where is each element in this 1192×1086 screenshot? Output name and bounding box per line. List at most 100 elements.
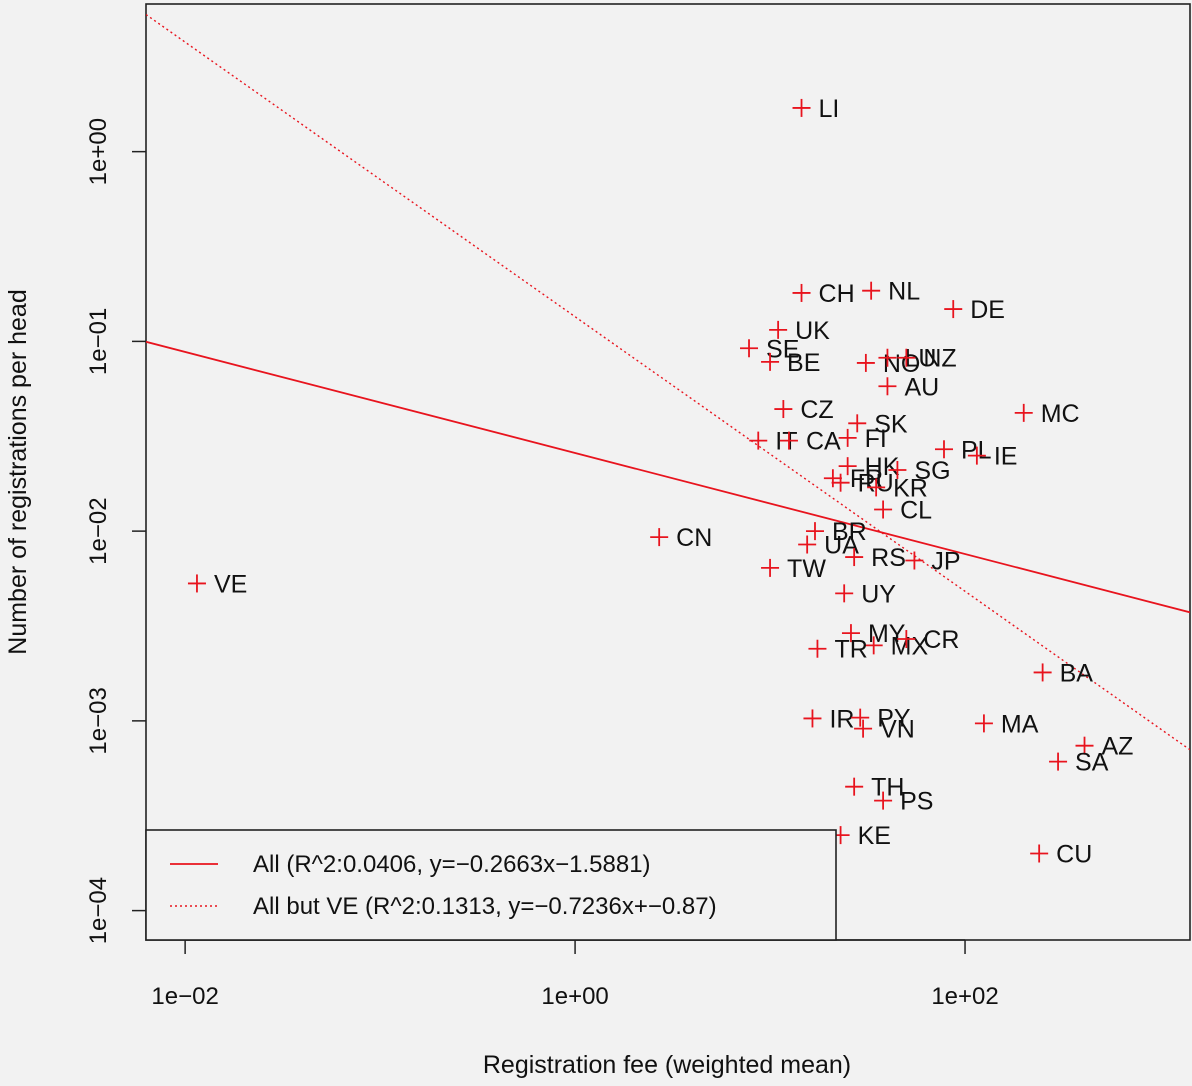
point-label-cr: CR: [923, 626, 959, 654]
data-point-ba: BA: [1033, 659, 1094, 687]
point-label-ke: KE: [858, 822, 891, 850]
point-label-mc: MC: [1041, 400, 1080, 428]
point-label-uy: UY: [861, 580, 896, 608]
point-label-sa: SA: [1075, 749, 1109, 777]
data-point-ch: CH: [792, 280, 855, 308]
x-tick-label: 1e−02: [151, 983, 218, 1010]
data-point-br: BR: [805, 518, 867, 546]
point-label-tr: TR: [834, 636, 867, 664]
point-label-ch: CH: [819, 280, 855, 308]
data-point-it: IT: [749, 428, 797, 456]
x-tick-label: 1e+02: [931, 983, 998, 1010]
data-point-kr: KR: [867, 474, 928, 502]
data-point-cr: CR: [897, 626, 959, 654]
data-point-sk: SK: [848, 410, 908, 438]
data-point-li: LI: [792, 95, 840, 123]
data-point-mc: MC: [1014, 400, 1080, 428]
y-tick-label: 1e+00: [85, 118, 112, 185]
point-label-kr: KR: [893, 474, 928, 502]
point-label-ba: BA: [1060, 659, 1094, 687]
data-point-cz: CZ: [774, 396, 834, 424]
point-label-py: PY: [877, 705, 911, 733]
point-label-li: LI: [819, 95, 840, 123]
x-axis-title: Registration fee (weighted mean): [483, 1051, 851, 1079]
point-label-sk: SK: [874, 410, 908, 438]
point-label-lu: LU: [904, 345, 936, 373]
point-label-vn: VN: [880, 716, 915, 744]
data-point-tr: TR: [808, 636, 868, 664]
data-point-sa: SA: [1049, 749, 1109, 777]
point-label-uk: UK: [795, 317, 830, 345]
point-label-ie: IE: [994, 443, 1018, 471]
data-point-az: AZ: [1075, 733, 1134, 761]
point-label-cn: CN: [676, 524, 712, 552]
data-point-ca: CA: [779, 428, 841, 456]
data-point-py: PY: [851, 705, 911, 733]
point-label-nl: NL: [888, 278, 920, 306]
point-label-ca: CA: [806, 428, 841, 456]
point-label-au: AU: [904, 373, 939, 401]
legend: All (R^2:0.0406, y=−0.2663x−1.5881) All …: [145, 829, 837, 941]
point-label-tw: TW: [787, 555, 826, 583]
data-point-ke: KE: [831, 822, 891, 850]
data-point-ma: MA: [974, 710, 1039, 738]
point-label-cl: CL: [900, 497, 932, 525]
data-point-no: NO: [856, 350, 921, 378]
data-point-fi: FI: [838, 425, 887, 453]
data-point-cu: CU: [1030, 840, 1092, 868]
point-label-hk: HK: [865, 453, 900, 481]
data-point-sg: SG: [888, 457, 951, 485]
point-label-se: SE: [766, 335, 799, 363]
y-tick-label: 1e−02: [85, 497, 112, 564]
data-point-ru: RU: [831, 470, 894, 498]
data-point-ve: VE: [187, 570, 247, 598]
point-label-ir: IR: [829, 705, 854, 733]
legend-box: [145, 829, 837, 941]
point-label-th: TH: [871, 774, 904, 802]
data-point-th: TH: [845, 774, 904, 802]
point-label-jp: JP: [931, 548, 960, 576]
regression-line-solid: [146, 340, 1190, 614]
data-point-uy: UY: [835, 580, 896, 608]
point-label-be: BE: [787, 349, 820, 377]
data-point-uk: UK: [769, 317, 830, 345]
y-tick-label: 1e−04: [85, 877, 112, 944]
data-point-cn: CN: [650, 524, 712, 552]
y-axis-title: Number of registrations per head: [4, 289, 32, 654]
data-point-be: BE: [761, 349, 820, 377]
point-label-ps: PS: [900, 788, 933, 816]
data-point-tw: TW: [761, 555, 826, 583]
legend-entry-all: All (R^2:0.0406, y=−0.2663x−1.5881): [253, 851, 651, 878]
point-label-fr: FR: [850, 465, 883, 493]
data-point-lu: LU: [878, 345, 936, 373]
point-label-ma: MA: [1001, 710, 1039, 738]
data-point-ie: IE: [967, 443, 1018, 471]
point-label-az: AZ: [1102, 733, 1134, 761]
point-label-no: NO: [883, 350, 921, 378]
data-point-se: SE: [740, 335, 799, 363]
plot-frame: [145, 3, 1191, 941]
data-point-fr: FR: [823, 465, 883, 493]
y-tick-label: 1e−01: [85, 308, 112, 375]
data-point-cl: CL: [874, 497, 932, 525]
point-label-nz: NZ: [923, 345, 956, 373]
legend-entry-all-but-ve: All but VE (R^2:0.1313, y=−0.7236x+−0.87…: [253, 893, 717, 920]
data-point-nz: NZ: [897, 345, 957, 373]
data-point-vn: VN: [854, 716, 915, 744]
data-point-jp: JP: [905, 548, 961, 576]
data-point-rs: RS: [845, 544, 906, 572]
point-label-cz: CZ: [800, 396, 833, 424]
point-label-ve: VE: [214, 570, 247, 598]
data-point-hk: HK: [838, 453, 900, 481]
data-point-au: AU: [878, 373, 939, 401]
point-label-fi: FI: [865, 425, 887, 453]
point-label-it: IT: [775, 428, 797, 456]
point-label-sg: SG: [914, 457, 950, 485]
data-point-de: DE: [944, 296, 1005, 324]
point-label-br: BR: [832, 518, 867, 546]
x-tick-label: 1e+00: [541, 983, 608, 1010]
y-tick-label: 1e−03: [85, 687, 112, 754]
point-label-de: DE: [970, 296, 1005, 324]
data-point-mx: MX: [864, 632, 929, 660]
